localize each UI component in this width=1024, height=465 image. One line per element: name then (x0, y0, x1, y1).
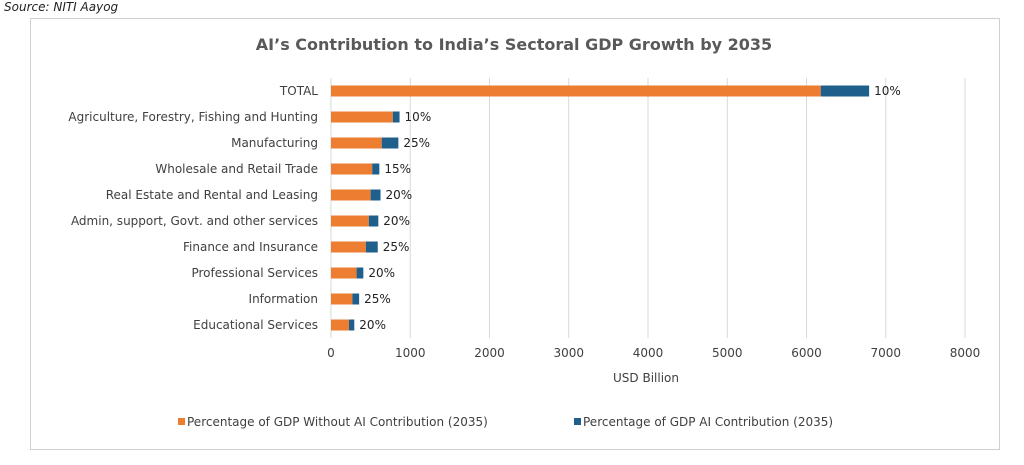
legend-swatch (574, 418, 581, 425)
bar-ai (372, 163, 380, 175)
chart-frame (30, 18, 1000, 450)
data-label: 20% (359, 318, 386, 332)
x-axis-label: USD Billion (613, 371, 679, 385)
data-label: 25% (403, 136, 430, 150)
data-label: 15% (384, 162, 411, 176)
y-category-label: Wholesale and Retail Trade (155, 162, 318, 176)
x-tick-label: 5000 (712, 346, 743, 360)
bar-ai (348, 319, 355, 331)
bar-without-ai (331, 267, 357, 279)
y-category-label: Real Estate and Rental and Leasing (106, 188, 318, 202)
bar-ai (356, 267, 364, 279)
y-category-label: Educational Services (193, 318, 318, 332)
source-note: Source: NITI Aayog (4, 0, 119, 14)
bar-without-ai (331, 319, 349, 331)
x-tick-label: 0 (327, 346, 335, 360)
data-label: 20% (383, 214, 410, 228)
y-category-label: Professional Services (191, 266, 318, 280)
y-category-label: Admin, support, Govt. and other services (71, 214, 318, 228)
bar-without-ai (331, 111, 393, 123)
bar-without-ai (331, 241, 366, 253)
bar-ai (820, 85, 870, 97)
bar-without-ai (331, 293, 353, 305)
x-tick-label: 4000 (633, 346, 664, 360)
data-label: 10% (874, 84, 901, 98)
bar-ai (352, 293, 360, 305)
data-label: 10% (405, 110, 432, 124)
y-category-label: Agriculture, Forestry, Fishing and Hunti… (68, 110, 318, 124)
bar-without-ai (331, 189, 371, 201)
bar-without-ai (331, 163, 373, 175)
x-tick-label: 7000 (870, 346, 901, 360)
bar-without-ai (331, 215, 369, 227)
bar-without-ai (331, 85, 821, 97)
y-category-label: Manufacturing (231, 136, 318, 150)
x-tick-label: 3000 (553, 346, 584, 360)
y-category-label: TOTAL (279, 84, 318, 98)
y-category-label: Information (249, 292, 318, 306)
x-tick-label: 1000 (395, 346, 426, 360)
y-category-label: Finance and Insurance (183, 240, 318, 254)
bar-ai (392, 111, 400, 123)
legend-swatch (178, 418, 185, 425)
x-tick-label: 2000 (474, 346, 505, 360)
bar-without-ai (331, 137, 382, 149)
legend-label: Percentage of GDP Without AI Contributio… (187, 415, 488, 429)
bar-ai (381, 137, 399, 149)
x-tick-label: 8000 (950, 346, 981, 360)
data-label: 25% (364, 292, 391, 306)
bar-ai (365, 241, 378, 253)
data-label: 25% (383, 240, 410, 254)
legend-label: Percentage of GDP AI Contribution (2035) (583, 415, 833, 429)
data-label: 20% (368, 266, 395, 280)
chart-title: AI’s Contribution to India’s Sectoral GD… (256, 35, 772, 54)
bar-ai (370, 189, 381, 201)
data-label: 20% (386, 188, 413, 202)
bar-ai (368, 215, 379, 227)
x-tick-label: 6000 (791, 346, 822, 360)
